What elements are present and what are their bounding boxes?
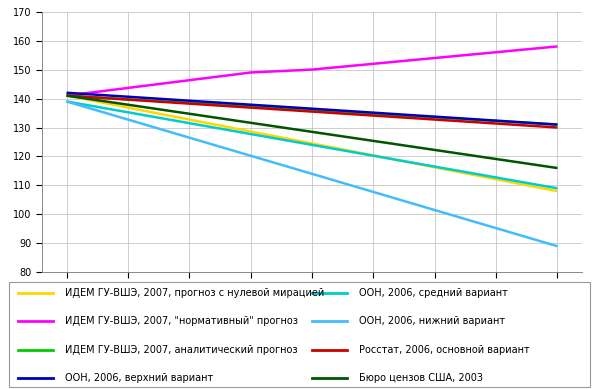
ИДЕМ ГУ-ВШЭ, 2007, "нормативный" прогноз [247, 70, 254, 75]
Line: ИДЕМ ГУ-ВШЭ, 2007, "нормативный" прогноз: ИДЕМ ГУ-ВШЭ, 2007, "нормативный" прогноз [67, 46, 557, 96]
Text: ООН, 2006, нижний вариант: ООН, 2006, нижний вариант [359, 317, 505, 326]
Text: ООН, 2006, верхний вариант: ООН, 2006, верхний вариант [65, 373, 213, 383]
ИДЕМ ГУ-ВШЭ, 2007, "нормативный" прогноз [63, 93, 70, 98]
Text: Бюро цензов США, 2003: Бюро цензов США, 2003 [359, 373, 483, 383]
Text: ИДЕМ ГУ-ВШЭ, 2007, "нормативный" прогноз: ИДЕМ ГУ-ВШЭ, 2007, "нормативный" прогноз [65, 317, 298, 326]
Text: Росстат, 2006, основной вариант: Росстат, 2006, основной вариант [359, 345, 530, 355]
FancyBboxPatch shape [9, 282, 590, 387]
ИДЕМ ГУ-ВШЭ, 2007, "нормативный" прогноз [554, 44, 561, 49]
ИДЕМ ГУ-ВШЭ, 2007, "нормативный" прогноз [308, 67, 316, 72]
Text: ИДЕМ ГУ-ВШЭ, 2007, прогноз с нулевой мирацией: ИДЕМ ГУ-ВШЭ, 2007, прогноз с нулевой мир… [65, 288, 324, 298]
Text: ООН, 2006, средний вариант: ООН, 2006, средний вариант [359, 288, 508, 298]
Text: ИДЕМ ГУ-ВШЭ, 2007, аналитический прогноз: ИДЕМ ГУ-ВШЭ, 2007, аналитический прогноз [65, 345, 298, 355]
